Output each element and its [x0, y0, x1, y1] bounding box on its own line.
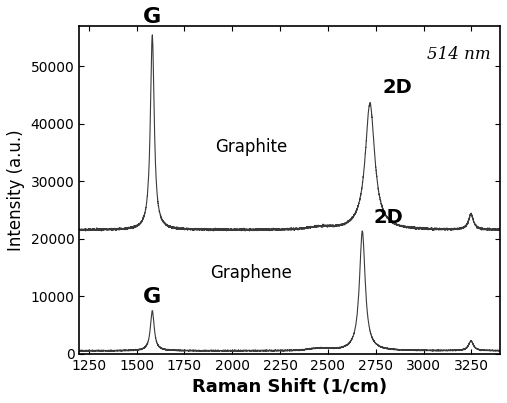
Text: 2D: 2D — [382, 78, 412, 97]
Text: G: G — [143, 7, 161, 27]
Text: 2D: 2D — [374, 208, 404, 227]
X-axis label: Raman Shift (1/cm): Raman Shift (1/cm) — [192, 378, 387, 396]
Text: G: G — [143, 287, 161, 307]
Text: 514 nm: 514 nm — [427, 46, 490, 63]
Text: Graphite: Graphite — [215, 137, 287, 156]
Text: Graphene: Graphene — [210, 264, 293, 282]
Y-axis label: Intensity (a.u.): Intensity (a.u.) — [7, 129, 25, 251]
